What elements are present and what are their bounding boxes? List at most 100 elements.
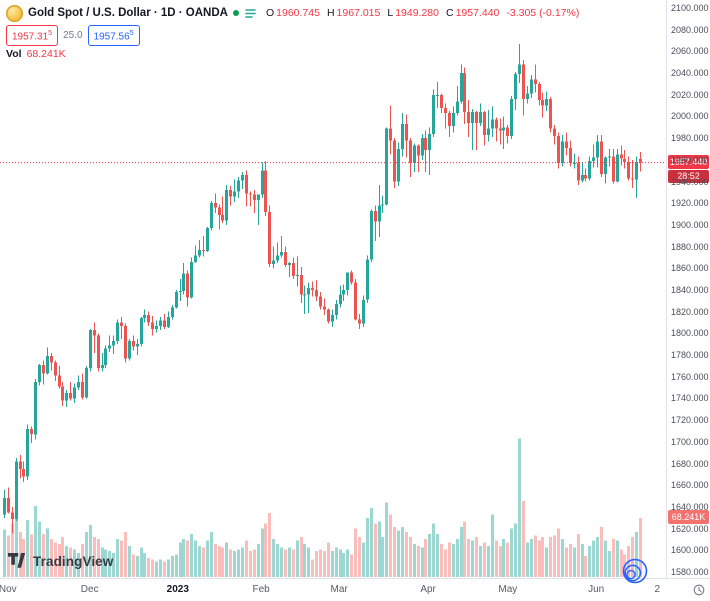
candle-body: [112, 341, 115, 346]
volume-bar: [475, 537, 478, 577]
buy-price-button[interactable]: 1957.565: [87, 25, 140, 46]
volume-bar: [202, 547, 205, 577]
candle-body: [534, 79, 537, 84]
candle-body: [366, 259, 369, 300]
volume-bar: [346, 549, 349, 577]
list-icon[interactable]: [244, 7, 257, 20]
candle-body: [69, 393, 72, 399]
volume-bar: [600, 526, 603, 577]
candle-body: [342, 290, 345, 295]
chart-plot-area[interactable]: [0, 0, 666, 578]
price-tick-label: 1860.000: [671, 263, 709, 274]
volume-bar: [584, 556, 587, 577]
candle-body: [495, 119, 498, 129]
volume-bar: [132, 554, 135, 577]
candle-body: [573, 163, 576, 165]
volume-bar: [631, 537, 634, 577]
candle-body: [436, 94, 439, 96]
candle-body: [120, 322, 123, 326]
candle-body: [526, 93, 529, 100]
bar-countdown-badge: 28:52: [668, 169, 709, 183]
price-scale[interactable]: 1957.440 28:52 68.241K 2100.000 2080.000 2…: [666, 0, 710, 578]
volume-bar: [460, 526, 463, 577]
volume-bar: [432, 523, 435, 577]
candle-body: [38, 364, 41, 383]
candle-body: [276, 255, 279, 261]
volume-bar: [385, 502, 388, 577]
price-tick-label: 1760.000: [671, 371, 709, 382]
candle-body: [362, 299, 365, 324]
globe-rings-icon[interactable]: [620, 556, 650, 586]
volume-bar: [569, 544, 572, 577]
candle-body: [502, 127, 505, 131]
volume-bar: [401, 526, 404, 577]
candle-body: [179, 291, 182, 293]
volume-bar: [128, 545, 131, 577]
volume-bar: [315, 551, 318, 577]
volume-indicator-label[interactable]: Vol: [6, 48, 22, 60]
candle-body: [58, 375, 61, 387]
volume-bar: [50, 538, 53, 577]
last-price-badge: 1957.440: [668, 154, 709, 169]
candle-body: [381, 204, 384, 206]
candle-body: [54, 362, 57, 376]
volume-bar: [218, 545, 221, 577]
volume-bar: [108, 551, 111, 577]
candle-body: [592, 157, 595, 161]
volume-bar: [639, 518, 642, 577]
volume-bar: [522, 500, 525, 577]
high-value: 1967.015: [336, 7, 381, 19]
candle-body: [175, 292, 178, 308]
volume-bar: [112, 552, 115, 577]
candle-body: [128, 341, 131, 359]
timezone-clock-icon[interactable]: [693, 584, 705, 596]
price-tick-label: 1960.000: [671, 154, 709, 165]
time-tick-label: Jun: [588, 584, 605, 595]
price-tick-label: 2080.000: [671, 24, 709, 35]
price-tick-label: 2100.000: [671, 3, 709, 13]
volume-bar: [124, 532, 127, 577]
volume-bar: [444, 549, 447, 577]
time-scale[interactable]: Nov Dec 2023 Feb Mar Apr May Jun 2: [0, 578, 710, 601]
volume-bar: [561, 538, 564, 577]
volume-bar: [120, 540, 123, 577]
candle-body: [538, 83, 541, 101]
candle-body: [300, 274, 303, 295]
candle-body: [15, 461, 18, 519]
volume-bar: [143, 552, 146, 577]
volume-bar: [225, 542, 228, 577]
volume-bar: [292, 549, 295, 577]
volume-bar: [354, 528, 357, 577]
sell-price-button[interactable]: 1957.315: [6, 25, 59, 46]
volume-bar: [553, 535, 556, 577]
tradingview-logo-link[interactable]: TradingView: [8, 553, 113, 570]
candle-body: [584, 175, 587, 179]
volume-bar: [11, 523, 14, 577]
price-tick-label: 1640.000: [671, 501, 709, 512]
market-open-dot-icon: [232, 10, 239, 16]
volume-bar: [171, 556, 174, 577]
candle-body: [405, 124, 408, 141]
candle-body: [627, 162, 630, 179]
candle-body: [561, 141, 564, 164]
volume-bar: [175, 554, 178, 577]
high-label: H: [326, 7, 335, 19]
candle-body: [143, 314, 146, 319]
candle-body: [331, 314, 334, 322]
volume-bar: [339, 549, 342, 577]
candle-body: [104, 348, 107, 365]
volume-bar: [358, 537, 361, 577]
candle-body: [245, 175, 248, 194]
candle-body: [280, 252, 283, 256]
price-tick-label: 2020.000: [671, 89, 709, 100]
symbol-title[interactable]: Gold Spot / U.S. Dollar · 1D · OANDA: [28, 7, 228, 19]
volume-bar: [257, 544, 260, 577]
candle-body: [194, 255, 197, 262]
candle-body: [116, 322, 119, 341]
volume-bar: [549, 537, 552, 577]
price-tick-label: 2060.000: [671, 46, 709, 57]
volume-bar: [61, 537, 64, 577]
spread-value: 25.0: [63, 30, 83, 41]
volume-bar: [448, 542, 451, 577]
candle-body: [346, 272, 349, 290]
